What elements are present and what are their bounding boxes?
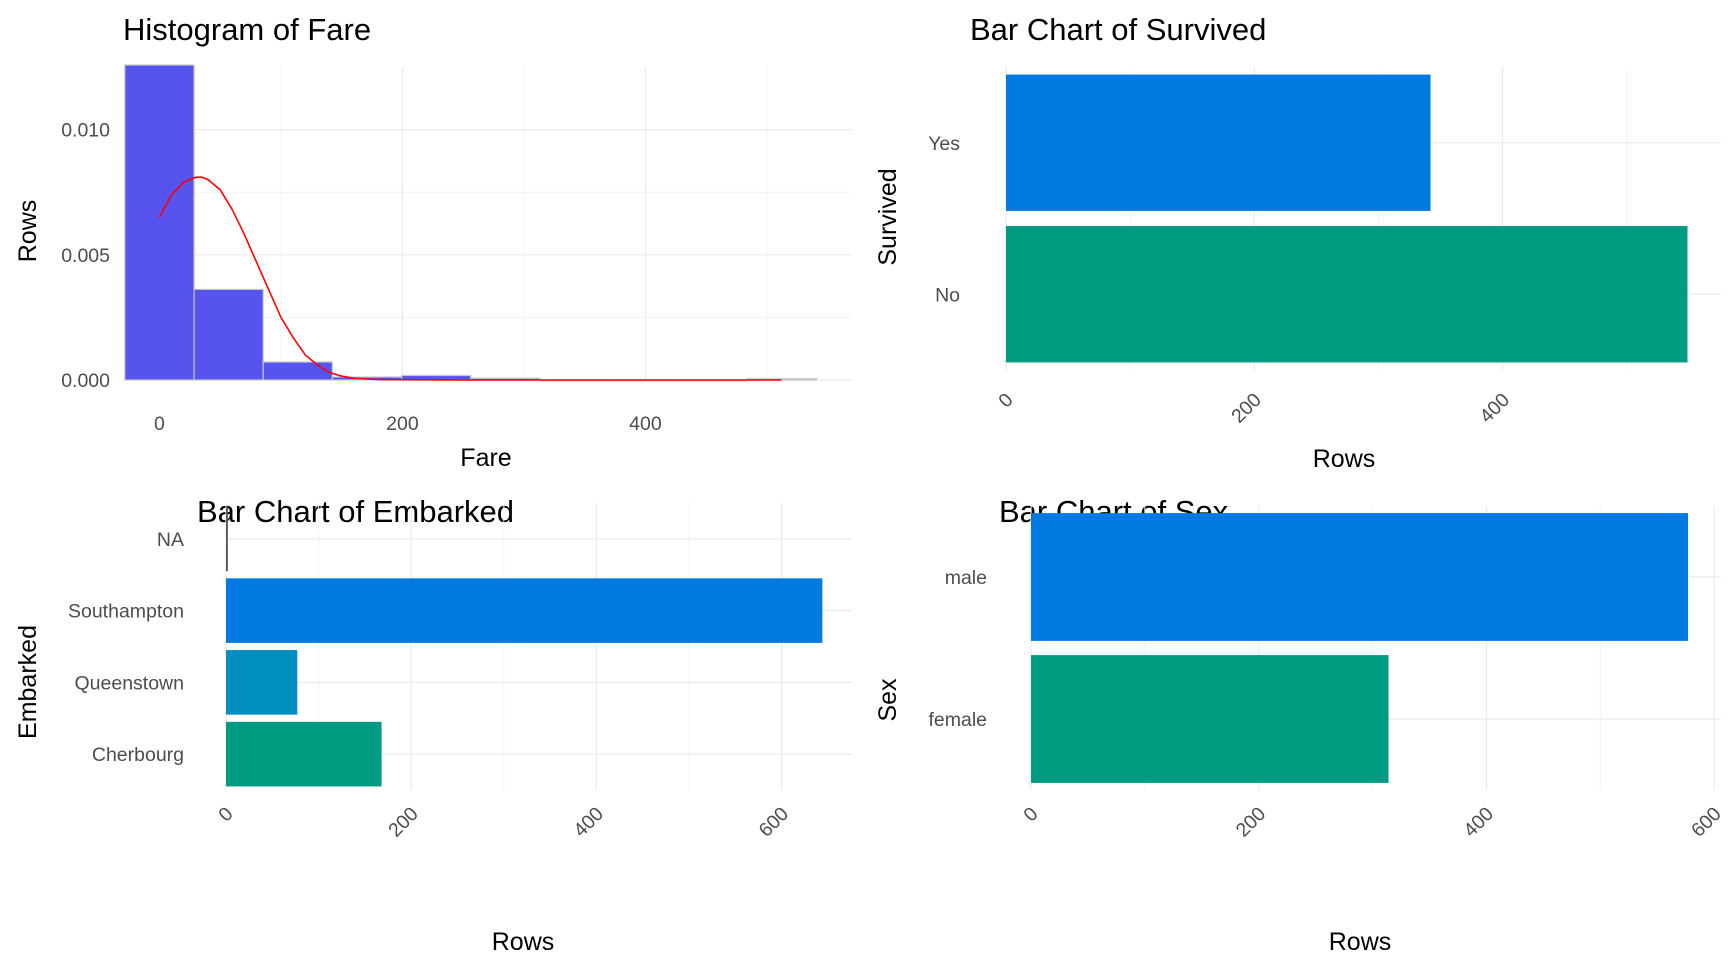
density-curve [158,176,782,381]
x-tick-labels: 0 200 400 [994,389,1514,428]
y-tick-label: NA [157,529,184,551]
y-tick-labels: female male [928,567,987,731]
x-tick-label: 400 [629,413,662,435]
y-tick-label: Queenstown [75,672,185,694]
survived-bar-chart: Bar Chart of Survived No Yes 0 200 400 Rows… [874,12,1721,473]
y-axis-title: Survived [874,168,902,265]
histogram-bars [124,64,818,382]
y-tick-label: Cherbourg [92,744,184,766]
y-axis-title: Rows [14,200,42,263]
x-tick-label: 400 [569,803,608,842]
x-tick-labels: 0 200 400 [154,413,662,435]
y-tick-label: No [935,284,960,306]
histogram-bar [193,288,264,381]
bar-yes [1006,74,1431,211]
x-tick-label: 0 [994,389,1017,412]
x-tick-label: 0 [154,413,165,435]
x-axis-title: Rows [1329,928,1392,956]
x-axis-title: Rows [1313,445,1376,473]
histogram-bar [262,361,333,381]
bars [1006,74,1688,363]
bar-na [226,506,228,572]
x-tick-label: 0 [1019,803,1042,826]
x-tick-label: 400 [1459,803,1498,842]
x-axis-title: Rows [492,928,555,956]
bar-southampton [226,578,823,643]
y-tick-label: female [928,709,987,731]
bars [226,506,823,787]
x-tick-label: 600 [1687,803,1726,842]
y-tick-label: Yes [928,133,960,155]
chart-title: Histogram of Fare [123,12,371,47]
y-axis-title: Embarked [14,625,42,739]
y-tick-label: 0.010 [61,120,110,142]
x-tick-labels: 0 200 400 600 [214,803,793,842]
bar-no [1006,226,1688,363]
bar-cherbourg [226,721,382,787]
bar-female [1031,655,1389,783]
x-tick-labels: 0 200 400 600 [1019,803,1726,842]
chart-title: Bar Chart of Embarked [197,494,514,529]
x-tick-label: 0 [214,803,237,826]
x-tick-label: 200 [384,803,423,842]
histogram-fare-chart: Histogram of Fare 0.000 0.005 0.010 0 200 40… [14,12,852,472]
y-tick-label: male [945,567,987,589]
y-tick-label: 0.000 [61,370,110,392]
y-tick-labels: 0.000 0.005 0.010 [61,120,110,392]
bars [1031,513,1688,783]
y-tick-label: 0.005 [61,245,110,267]
bar-queenstown [226,650,298,715]
x-tick-label: 600 [755,803,794,842]
y-tick-labels: No Yes [928,133,960,307]
x-tick-label: 200 [1232,803,1271,842]
histogram-bar [124,64,195,381]
y-tick-labels: Cherbourg Queenstown Southampton NA [68,529,184,766]
chart-title: Bar Chart of Survived [970,12,1266,47]
y-axis-title: Sex [874,678,902,722]
x-axis-title: Fare [460,444,511,472]
x-tick-label: 200 [386,413,419,435]
x-tick-label: 400 [1475,389,1514,428]
y-tick-label: Southampton [68,601,184,623]
embarked-bar-chart: Bar Chart of Embarked Cherbourg Queenstow… [14,494,852,956]
bar-male [1031,513,1688,641]
x-tick-label: 200 [1227,389,1266,428]
